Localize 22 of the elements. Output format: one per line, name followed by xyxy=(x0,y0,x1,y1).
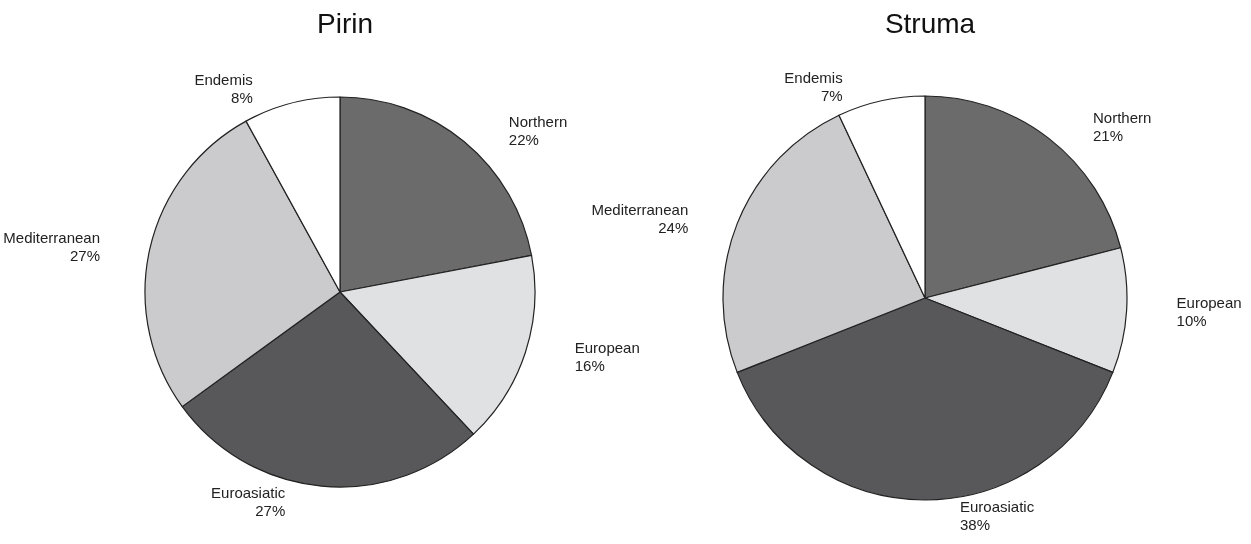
slice-label: Euroasiatic xyxy=(211,483,286,501)
slice-label: Mediterranean xyxy=(591,200,689,218)
data-label: 7% xyxy=(820,86,843,104)
chart-title: Pirin xyxy=(316,7,374,39)
chart-title: Struma xyxy=(884,7,976,39)
slice-label: Endemis xyxy=(194,71,253,89)
data-label: 10% xyxy=(1176,312,1207,330)
data-label: 24% xyxy=(658,218,689,236)
data-label: 38% xyxy=(960,515,991,533)
slice-label: European xyxy=(574,339,640,357)
slice-label: Northern xyxy=(508,112,568,130)
slice-label: Endemis xyxy=(784,68,843,86)
data-label: 21% xyxy=(1093,127,1124,145)
data-label: 27% xyxy=(255,501,286,519)
data-label: 8% xyxy=(231,89,253,107)
slice-label: Northern xyxy=(1093,109,1152,127)
data-label: 22% xyxy=(508,130,539,148)
slice-label: European xyxy=(1176,294,1242,312)
slice-label: Mediterranean xyxy=(3,228,101,246)
data-label: 16% xyxy=(574,357,605,375)
data-label: 27% xyxy=(70,246,101,264)
slice-label: Euroasiatic xyxy=(960,497,1035,515)
